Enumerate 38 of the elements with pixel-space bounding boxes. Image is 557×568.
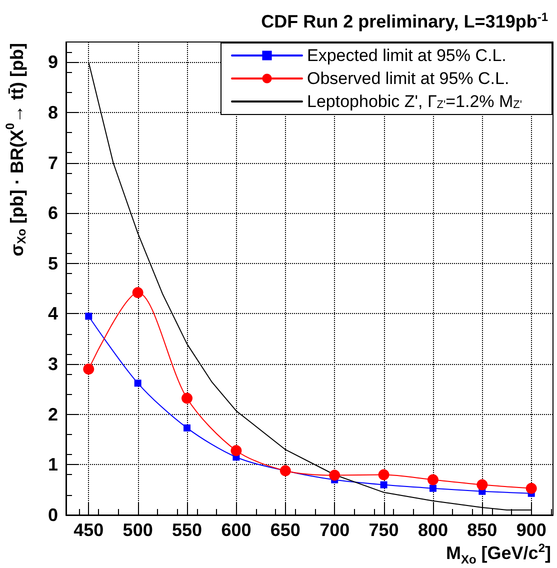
- x-tick-label: 700: [320, 520, 350, 540]
- point: [378, 469, 390, 480]
- x-axis-title: M$_{Xo}$ [GeV/c$^{2}$]: [446, 541, 551, 567]
- x-tick-label: 750: [368, 520, 399, 540]
- point: [329, 470, 340, 481]
- point: [427, 474, 438, 486]
- point: [429, 484, 436, 492]
- point: [476, 479, 488, 490]
- x-tick-label: 650: [270, 520, 300, 540]
- point: [132, 287, 144, 298]
- point: [83, 364, 94, 375]
- y-tick-label: 4: [48, 304, 58, 324]
- y-tick-label: 3: [48, 354, 58, 374]
- y-tick-label: 9: [48, 52, 58, 72]
- y-tick-label: 6: [48, 203, 58, 224]
- x-tick-label: 550: [172, 520, 202, 540]
- x-tick-label: 450: [74, 520, 104, 540]
- legend-label: Expected limit at 95% C.L.: [307, 46, 506, 65]
- point: [184, 424, 191, 432]
- y-tick-label: 7: [48, 152, 58, 173]
- point: [230, 445, 242, 456]
- y-tick-label: 0: [48, 505, 58, 525]
- x-tick-label: 850: [467, 520, 498, 540]
- y-tick-label: 2: [48, 404, 58, 424]
- point: [182, 392, 193, 404]
- point: [526, 482, 537, 494]
- x-tick-label: 500: [122, 520, 153, 540]
- y-tick-label: 1: [48, 454, 58, 475]
- x-tick-label: 800: [418, 520, 448, 540]
- x-tick-label: 600: [221, 520, 252, 540]
- y-tick-label: 5: [48, 253, 58, 274]
- y-tick-label: 8: [48, 102, 58, 122]
- point: [380, 481, 388, 488]
- point: [134, 380, 142, 387]
- legend-label: Leptophobic Z', ΓZ'=1.2% MZ': [307, 92, 522, 111]
- point: [85, 312, 92, 320]
- legend-label: Observed limit at 95% C.L.: [307, 69, 510, 88]
- x-tick-label: 900: [516, 520, 546, 540]
